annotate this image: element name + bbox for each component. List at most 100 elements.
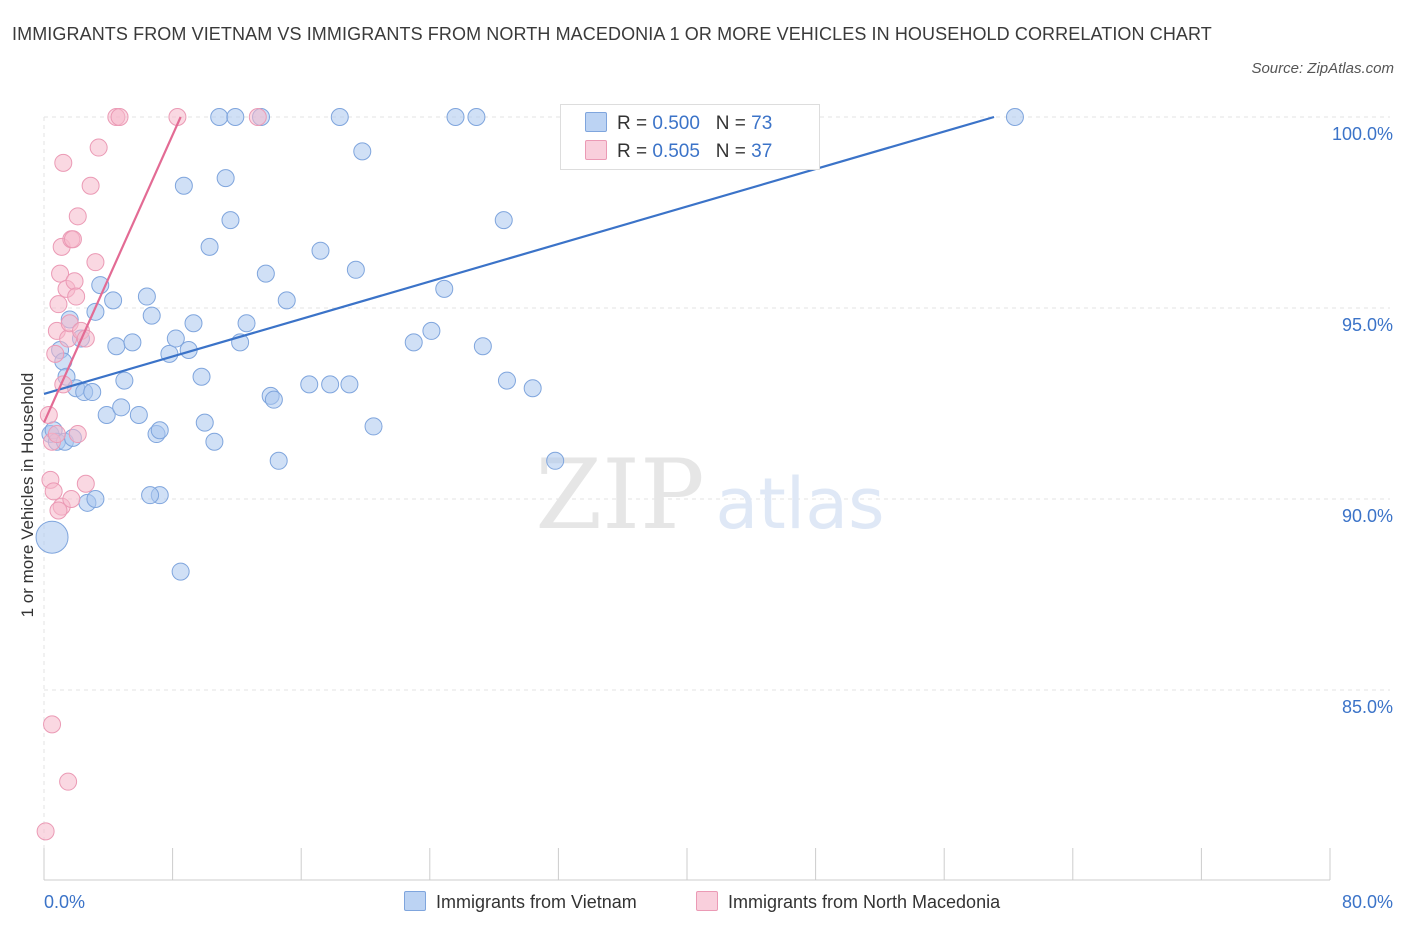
point-north-macedonia [68,425,87,444]
point-vietnam [150,421,169,440]
point-vietnam [497,371,516,390]
point-north-macedonia [43,715,62,734]
point-vietnam [353,142,372,161]
point-vietnam [277,291,296,310]
point-vietnam [221,211,240,230]
x-tick-label: 0.0% [44,892,85,912]
legend-swatch-blue [404,891,426,911]
y-tick-labels: 85.0% 90.0% 95.0% 100.0% [1332,124,1393,717]
y-tick-label: 100.0% [1332,124,1393,144]
point-north-macedonia [81,176,100,195]
point-vietnam [404,333,423,352]
point-north-macedonia [36,822,55,841]
point-vietnam [205,432,224,451]
watermark-atlas: atlas [715,463,884,545]
point-vietnam [346,260,365,279]
point-vietnam [494,211,513,230]
legend-r-label: R = [617,113,648,134]
point-vietnam [446,108,465,126]
point-vietnam [435,279,454,298]
point-vietnam [107,337,126,356]
legend-label-vietnam: Immigrants from Vietnam [436,892,637,912]
legend-item-north-macedonia: Immigrants from North Macedonia [696,888,1000,916]
point-vietnam [422,321,441,340]
trend-line-vietnam [43,115,995,396]
point-north-macedonia [65,272,84,291]
point-north-macedonia [49,501,68,520]
point-vietnam [171,562,190,581]
point-vietnam [1005,108,1024,126]
point-vietnam [311,241,330,260]
point-vietnam [364,417,383,436]
legend-swatch-pink [585,140,607,160]
y-tick-label: 95.0% [1342,315,1393,335]
series-legend: Immigrants from Vietnam Immigrants from … [0,888,1406,916]
x-tick-labels: 0.0% 80.0% [44,892,1393,912]
point-vietnam [216,169,235,188]
point-north-macedonia [68,207,87,226]
point-vietnam [256,264,275,283]
series-north-macedonia [36,108,267,841]
legend-r-value: 0.505 [652,141,700,162]
point-vietnam [123,333,142,352]
legend-n-label: N = [715,113,746,134]
point-vietnam [195,413,214,432]
point-vietnam [115,371,134,390]
point-vietnam [137,287,156,306]
point-north-macedonia [59,772,78,791]
point-vietnam [340,375,359,394]
point-north-macedonia [67,287,86,306]
point-vietnam [174,176,193,195]
point-vietnam [226,108,245,126]
legend-label-north-macedonia: Immigrants from North Macedonia [728,892,1001,912]
point-vietnam [141,486,160,505]
point-vietnam [264,390,283,409]
point-north-macedonia [47,425,66,444]
legend-swatch-pink [696,891,718,911]
point-north-macedonia [110,108,129,126]
point-vietnam [166,329,185,348]
y-tick-label: 85.0% [1342,697,1393,717]
point-vietnam [237,314,256,333]
point-vietnam [330,108,349,126]
x-tick-label: 80.0% [1342,892,1393,912]
legend-n-value: 73 [751,113,773,134]
point-north-macedonia [89,138,108,157]
point-vietnam [184,314,203,333]
point-vietnam [210,108,229,126]
point-north-macedonia [62,490,81,508]
point-vietnam [269,451,288,470]
point-vietnam [86,490,105,508]
trend-line-north-macedonia [42,116,182,424]
point-vietnam [321,375,340,394]
point-vietnam [97,405,116,424]
chart-title: IMMIGRANTS FROM VIETNAM VS IMMIGRANTS FR… [12,24,1212,44]
point-vietnam [467,108,486,126]
point-north-macedonia [44,482,63,501]
legend-n-value: 37 [751,141,773,162]
point-north-macedonia [51,264,70,283]
legend-n-label: N = [715,141,746,162]
point-north-macedonia [39,405,58,424]
point-north-macedonia [76,474,95,493]
point-vietnam [473,337,492,356]
point-north-macedonia [54,153,73,172]
point-north-macedonia [63,230,82,249]
legend-row-north-macedonia: R = 0.505 N = 37 [585,138,772,166]
point-vietnam [546,451,565,470]
point-vietnam [523,379,542,398]
point-vietnam [129,405,148,424]
legend-item-vietnam: Immigrants from Vietnam [404,888,637,916]
legend-r-value: 0.500 [652,113,700,134]
legend-r-label: R = [617,141,648,162]
point-north-macedonia [86,253,105,272]
x-axis [43,848,1331,881]
point-vietnam [83,383,102,402]
source-label: Source: ZipAtlas.com [1251,60,1394,77]
point-vietnam [192,367,211,386]
point-vietnam [35,520,69,554]
point-vietnam [142,306,161,325]
watermark: ZIP atlas [535,439,884,551]
trend-lines [42,115,995,424]
